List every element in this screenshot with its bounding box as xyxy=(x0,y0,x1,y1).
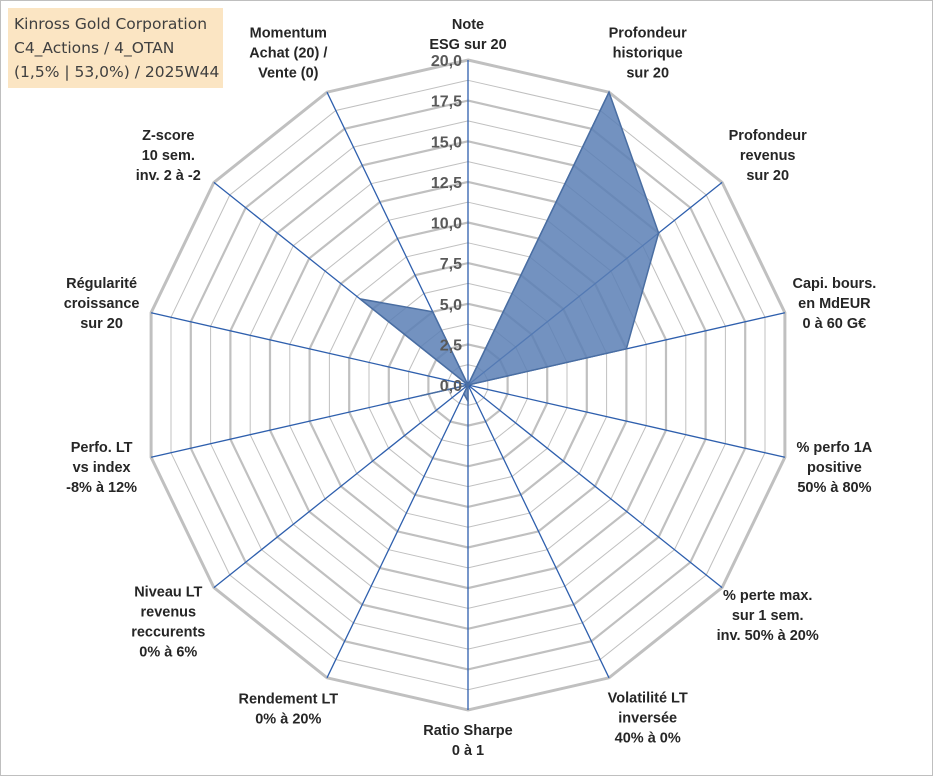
axis-label: Profondeur xyxy=(729,128,807,144)
axis-label: en MdEUR xyxy=(798,296,871,312)
axis-label: -8% à 12% xyxy=(66,480,137,496)
axis-label: 0% à 6% xyxy=(139,644,197,660)
title-line-period: (1,5% | 53,0%) / 2025W44 xyxy=(14,63,220,81)
axis-spoke xyxy=(213,384,469,589)
axis-label: 40% à 0% xyxy=(615,731,681,747)
axis-label: Niveau LT xyxy=(134,584,202,600)
axis-label: Régularité xyxy=(66,276,137,292)
radial-tick-label: 10,0 xyxy=(431,216,462,233)
axis-label: inv. 2 à -2 xyxy=(136,168,201,184)
axis-label: 0 à 1 xyxy=(452,743,484,759)
radial-tick-label: 15,0 xyxy=(431,134,462,151)
axis-spoke xyxy=(150,384,469,458)
axis-label: inv. 50% à 20% xyxy=(717,628,819,644)
axis-label: historique xyxy=(613,46,683,62)
axis-label: Note xyxy=(452,17,484,33)
axis-label: sur 1 sem. xyxy=(732,608,804,624)
axis-spoke xyxy=(467,384,723,589)
title-line-category: C4_Actions / 4_OTAN xyxy=(14,39,175,57)
axis-label-group: Rendement LT 0% à 20% xyxy=(238,691,338,727)
axis-label: ESG sur 20 xyxy=(429,37,506,53)
axis-label: vs index xyxy=(73,460,131,476)
axis-label: revenus xyxy=(140,604,196,620)
axis-label: Volatilité LT xyxy=(608,691,688,707)
axis-label-group: % perte max. sur 1 sem. inv. 50% à 20% xyxy=(717,588,819,644)
axis-label: reccurents xyxy=(131,624,205,640)
axis-label: inversée xyxy=(618,711,677,727)
axis-label: Perfo. LT xyxy=(71,440,133,456)
axis-label: sur 20 xyxy=(80,316,123,332)
title-line-company: Kinross Gold Corporation xyxy=(14,15,208,33)
axis-label-group: Perfo. LT vs index -8% à 12% xyxy=(66,440,137,496)
axis-label: Profondeur xyxy=(609,26,687,42)
axis-spoke xyxy=(467,384,610,679)
axis-label-group: Note ESG sur 20 xyxy=(429,17,506,53)
axis-label: Capi. bours. xyxy=(793,276,877,292)
axis-label: 50% à 80% xyxy=(797,480,871,496)
axis-label: Rendement LT xyxy=(238,691,338,707)
axis-label-group: Ratio Sharpe 0 à 1 xyxy=(423,723,512,759)
axis-label-group: Régularité croissance sur 20 xyxy=(64,276,140,332)
axis-label: % perfo 1A xyxy=(797,440,873,456)
axis-label-group: Profondeur historique sur 20 xyxy=(609,26,687,82)
axis-label: 0% à 20% xyxy=(255,711,321,727)
axis-label-group: Volatilité LT inversée 40% à 0% xyxy=(608,691,688,747)
data-series-area xyxy=(359,90,660,405)
axis-label: Z-score xyxy=(142,128,194,144)
axis-label: positive xyxy=(807,460,862,476)
radial-tick-label: 12,5 xyxy=(431,175,462,192)
axis-label: Ratio Sharpe xyxy=(423,723,512,739)
axis-label: Momentum xyxy=(250,26,327,42)
radial-tick-label: 2,5 xyxy=(440,337,462,354)
axis-label: sur 20 xyxy=(746,168,789,184)
axis-label: revenus xyxy=(740,148,796,164)
axis-label: croissance xyxy=(64,296,140,312)
axis-label-group: Capi. bours. en MdEUR 0 à 60 G€ xyxy=(793,276,877,332)
axis-label: % perte max. xyxy=(723,588,812,604)
axis-spoke xyxy=(150,312,469,386)
axis-label: Vente (0) xyxy=(258,66,319,82)
radial-tick-label: 7,5 xyxy=(440,256,462,273)
axis-label: 10 sem. xyxy=(142,148,195,164)
radial-tick-label: 17,5 xyxy=(431,94,462,111)
radial-tick-label: 0,0 xyxy=(440,378,462,395)
axis-label: 0 à 60 G€ xyxy=(803,316,867,332)
radial-tick-label: 20,0 xyxy=(431,53,462,70)
axis-spoke xyxy=(467,384,786,458)
axis-label-group: Z-score 10 sem. inv. 2 à -2 xyxy=(136,128,201,184)
radial-tick-label: 5,0 xyxy=(440,297,462,314)
axis-label-group: Profondeur revenus sur 20 xyxy=(729,128,807,184)
axis-spoke xyxy=(326,384,469,679)
axis-label-group: % perfo 1A positive 50% à 80% xyxy=(797,440,873,496)
axis-label-group: Momentum Achat (20) / Vente (0) xyxy=(249,26,327,82)
chart-title-box: Kinross Gold Corporation C4_Actions / 4_… xyxy=(8,8,223,88)
axis-label: Achat (20) / xyxy=(249,46,327,62)
axis-label-group: Niveau LT revenus reccurents 0% à 6% xyxy=(131,584,205,660)
axis-label: sur 20 xyxy=(626,66,669,82)
